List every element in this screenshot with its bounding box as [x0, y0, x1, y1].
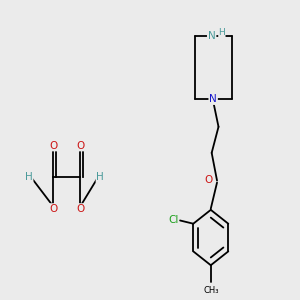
Text: N: N	[209, 94, 217, 104]
Text: Cl: Cl	[168, 215, 179, 225]
Text: O: O	[76, 140, 84, 151]
Text: O: O	[49, 204, 58, 214]
Text: H: H	[25, 172, 33, 182]
Text: H: H	[218, 28, 225, 37]
Text: O: O	[49, 140, 58, 151]
Text: O: O	[76, 204, 84, 214]
Text: O: O	[205, 175, 213, 185]
Text: N: N	[208, 31, 215, 41]
Text: H: H	[97, 172, 104, 182]
Text: CH₃: CH₃	[203, 286, 218, 295]
